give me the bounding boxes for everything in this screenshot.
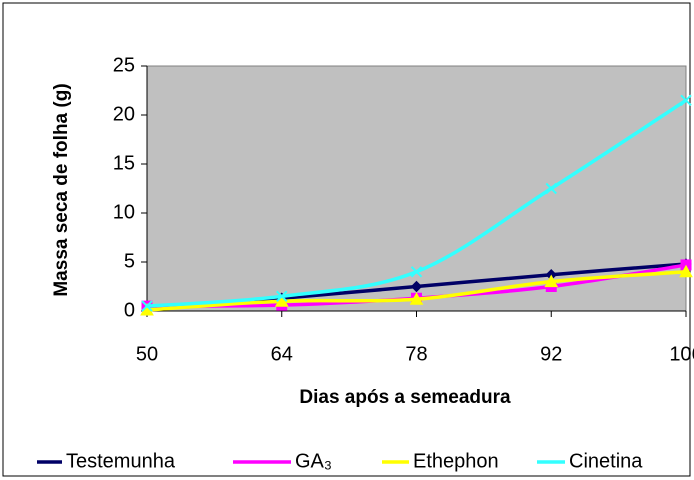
y-tick-label: 25 — [113, 54, 135, 76]
marker — [544, 274, 559, 288]
marker — [141, 300, 153, 312]
legend-label: Testemunha — [66, 450, 176, 472]
marker — [410, 280, 423, 293]
y-tick-label: 20 — [113, 103, 135, 125]
x-tick-label: 92 — [540, 343, 562, 365]
legend-label: Ethephon — [413, 450, 499, 472]
y-tick-label: 0 — [124, 299, 135, 321]
marker — [276, 290, 288, 303]
marker — [410, 266, 423, 278]
x-tick-label: 78 — [405, 343, 427, 365]
y-tick-label: 10 — [113, 201, 135, 223]
legend-label: Cinetina — [569, 450, 643, 472]
x-tick-label: 64 — [271, 343, 293, 365]
plot-area — [146, 65, 687, 312]
x-tick-label: 50 — [136, 343, 158, 365]
y-tick-label: 5 — [124, 250, 135, 272]
marker — [679, 264, 693, 278]
y-tick-label: 15 — [113, 152, 135, 174]
legend-label: GA₃ — [295, 450, 332, 472]
x-tick-label: 106 — [669, 343, 694, 365]
y-axis-title: Massa seca de folha (g) — [51, 83, 72, 296]
marker — [545, 182, 557, 195]
marker — [409, 292, 424, 305]
x-axis-title: Dias após a semeadura — [299, 387, 511, 408]
marker — [680, 94, 692, 107]
